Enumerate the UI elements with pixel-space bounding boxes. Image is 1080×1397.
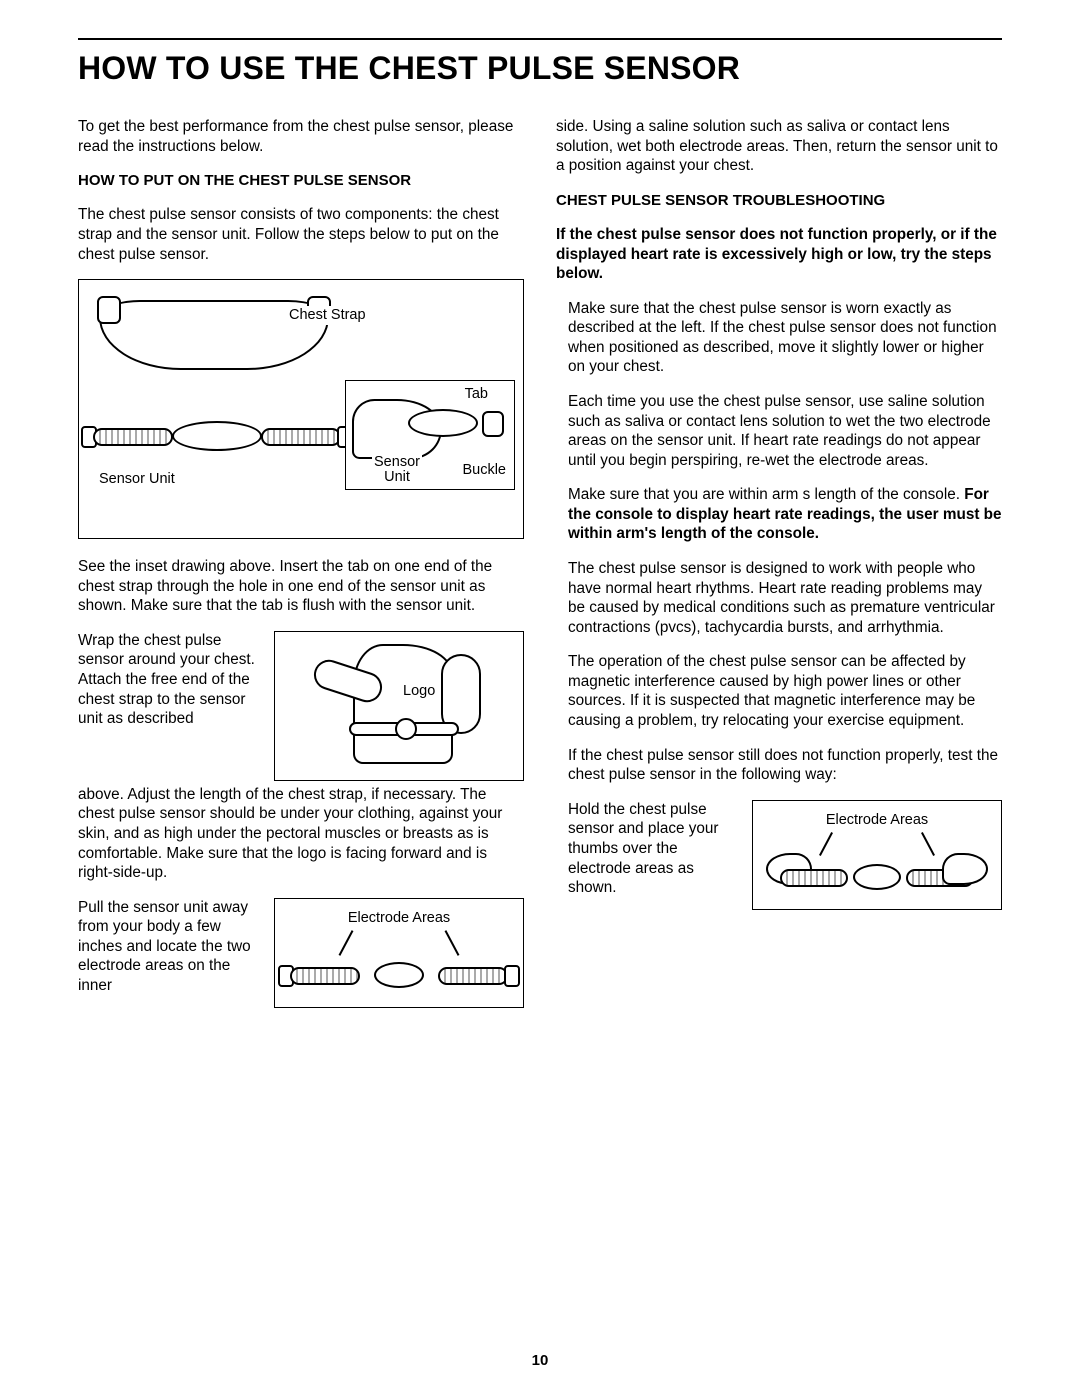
pointer-line-l (339, 930, 354, 956)
pointer-line-r (445, 930, 460, 956)
inset-buckle-drawing (482, 411, 504, 437)
sensor-center (172, 421, 262, 451)
section-heading-put-on: HOW TO PUT ON THE CHEST PULSE SENSOR (78, 171, 524, 190)
bullet-test: If the chest pulse sensor still does not… (556, 746, 1002, 785)
elec2-band-l (780, 869, 848, 887)
figure-electrode-areas-right: Electrode Areas (752, 800, 1002, 910)
elec-band-l (290, 967, 360, 985)
elec2-center (853, 864, 901, 890)
label-chest-strap: Chest Strap (289, 306, 366, 325)
paragraph-insert-tab: See the inset drawing above. Insert the … (78, 557, 524, 616)
sensor-band-left (93, 428, 173, 446)
figure-electrode-areas-left: Electrode Areas (274, 898, 524, 1008)
paragraph-continuation: side. Using a saline solution such as sa… (556, 117, 1002, 176)
bullet-arms-length: Make sure that you are within arm s leng… (556, 485, 1002, 544)
bullet-interference: The operation of the chest pulse sensor … (556, 652, 1002, 730)
top-rule (78, 38, 1002, 40)
torso-body (353, 644, 453, 764)
page-number: 10 (0, 1352, 1080, 1369)
electrode-sensor-drawing (294, 963, 504, 993)
figure-inset: Tab Sensor Unit Buckle (345, 380, 515, 490)
label-electrode-areas-right: Electrode Areas (826, 811, 928, 830)
elec-loop-r (504, 965, 520, 987)
torso-logo-circle (395, 718, 417, 740)
figure-strap-and-sensor: Chest Strap Sensor Unit Tab Sensor Unit … (78, 279, 524, 539)
thumb-right-drawing (942, 853, 988, 885)
left-column: To get the best performance from the che… (78, 117, 524, 1012)
intro-paragraph: To get the best performance from the che… (78, 117, 524, 156)
torso-drawing (309, 644, 479, 766)
manual-page: HOW TO USE THE CHEST PULSE SENSOR To get… (0, 0, 1080, 1397)
right-column: side. Using a saline solution such as sa… (556, 117, 1002, 1012)
page-title: HOW TO USE THE CHEST PULSE SENSOR (78, 50, 1002, 87)
inset-sensor-drawing (408, 409, 478, 437)
label-logo: Logo (403, 682, 435, 701)
label-sensor-unit-inset: Sensor Unit (372, 455, 422, 485)
elec-band-r (438, 967, 508, 985)
electrode-sensor-drawing-2 (772, 865, 982, 895)
figure-torso: Logo (274, 631, 524, 781)
label-sensor-unit-left: Sensor Unit (99, 470, 175, 489)
section-heading-troubleshoot: CHEST PULSE SENSOR TROUBLESHOOTING (556, 191, 1002, 210)
pointer-line-r2 (921, 832, 935, 856)
bullet-heart-rhythm: The chest pulse sensor is designed to wo… (556, 559, 1002, 637)
paragraph-components: The chest pulse sensor consists of two c… (78, 205, 524, 264)
paragraph-lead-bold: If the chest pulse sensor does not funct… (556, 225, 1002, 284)
label-buckle: Buckle (462, 461, 506, 480)
bullet-worn-correctly: Make sure that the chest pulse sensor is… (556, 299, 1002, 377)
paragraph-wrap-b: above. Adjust the length of the chest st… (78, 785, 524, 883)
label-tab: Tab (465, 385, 488, 404)
sensor-band-right (261, 428, 341, 446)
bullet-saline: Each time you use the chest pulse sensor… (556, 392, 1002, 470)
sensor-unit-drawing (97, 422, 337, 454)
pointer-line-l2 (819, 832, 833, 856)
two-column-layout: To get the best performance from the che… (78, 117, 1002, 1012)
elec-center (374, 962, 424, 988)
bullet-arms-length-a: Make sure that you are within arm s leng… (568, 486, 964, 503)
label-electrode-areas-left: Electrode Areas (348, 909, 450, 928)
